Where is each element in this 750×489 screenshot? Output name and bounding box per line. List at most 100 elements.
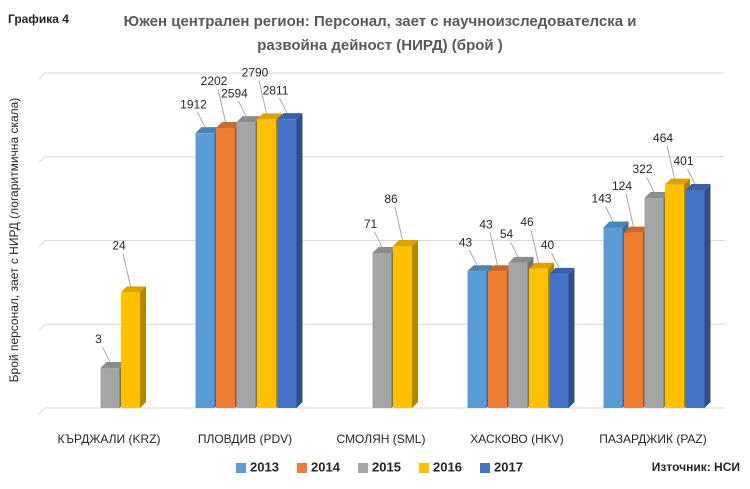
bar-top xyxy=(603,221,629,228)
data-label: 322 xyxy=(632,162,652,176)
bar-top xyxy=(216,122,241,129)
bar-top xyxy=(100,362,126,369)
data-label: 1912 xyxy=(180,97,207,111)
bar-top xyxy=(508,256,534,263)
legend-swatch xyxy=(358,463,368,473)
data-label: 43 xyxy=(479,217,493,231)
bar xyxy=(372,252,392,408)
leader-line xyxy=(238,100,247,117)
bar xyxy=(624,232,643,408)
bar-side xyxy=(704,183,711,408)
bar-top xyxy=(488,265,513,272)
bar-top xyxy=(549,267,575,274)
legend-swatch xyxy=(297,463,307,473)
data-label: 43 xyxy=(459,235,473,249)
data-label: 46 xyxy=(520,215,534,229)
leader-line xyxy=(646,176,655,193)
leader-line xyxy=(102,346,111,363)
leader-line xyxy=(551,252,560,269)
bar-top xyxy=(529,262,554,269)
data-label: 71 xyxy=(364,217,378,231)
grid-line xyxy=(38,156,725,164)
bar xyxy=(216,128,235,408)
leader-line xyxy=(666,145,675,179)
figure-label: Графика 4 xyxy=(8,12,69,26)
bar xyxy=(644,197,664,408)
leader-line xyxy=(625,193,634,227)
legend-label: 2014 xyxy=(311,459,341,474)
leader-line xyxy=(122,253,131,287)
data-label: 40 xyxy=(541,238,555,252)
data-label: 3 xyxy=(95,332,102,346)
leader-line xyxy=(197,111,206,128)
data-label: 2811 xyxy=(263,83,289,97)
leader-line xyxy=(374,231,383,248)
leader-line xyxy=(687,168,696,185)
x-tick-label: КЪРДЖАЛИ (KRZ) xyxy=(58,432,161,446)
bar xyxy=(488,271,507,408)
chart-title: развойна дейност (НИРД) (брой ) xyxy=(257,37,503,54)
bar xyxy=(121,292,140,408)
bar-top xyxy=(685,183,711,190)
bar-top xyxy=(665,178,690,185)
leader-line xyxy=(510,241,519,258)
bar-top xyxy=(644,191,670,198)
x-tick-label: ПАЗАРДЖИК (PAZ) xyxy=(599,432,707,446)
data-label: 2594 xyxy=(221,86,248,100)
bar-top xyxy=(467,265,493,272)
data-label: 124 xyxy=(612,179,632,193)
bar-top xyxy=(257,113,282,120)
grid-line xyxy=(38,72,725,80)
x-tick-label: ХАСКОВО (HKV) xyxy=(470,432,564,446)
data-label: 464 xyxy=(653,131,673,145)
leader-line xyxy=(394,206,403,241)
legend-label: 2015 xyxy=(372,459,401,474)
data-label: 401 xyxy=(673,154,693,168)
data-label: 2202 xyxy=(201,74,228,88)
x-tick-label: СМОЛЯН (SML) xyxy=(337,432,426,446)
bar-top xyxy=(195,127,221,134)
bar xyxy=(549,273,569,408)
bar xyxy=(277,119,297,409)
data-label: 54 xyxy=(500,227,514,241)
bar xyxy=(195,133,215,408)
legend-swatch xyxy=(236,463,246,473)
leader-line xyxy=(530,229,539,263)
leader-line xyxy=(258,80,267,114)
bar xyxy=(100,368,120,408)
legend-label: 2017 xyxy=(494,459,523,474)
leader-line xyxy=(279,97,288,114)
bar xyxy=(393,245,412,408)
bar-top xyxy=(624,226,649,233)
bar-top xyxy=(372,246,398,253)
bar xyxy=(467,271,487,408)
legend-label: 2016 xyxy=(433,459,462,474)
bar-top xyxy=(121,286,146,293)
leader-line xyxy=(217,88,226,123)
bar-side xyxy=(568,267,575,408)
bar-top xyxy=(393,239,418,246)
x-tick-label: ПЛОВДИВ (PDV) xyxy=(198,432,292,446)
bar-side xyxy=(412,239,418,408)
leader-line xyxy=(469,249,478,266)
bar xyxy=(257,119,276,408)
bar xyxy=(685,189,705,408)
data-label: 2790 xyxy=(242,66,269,80)
leader-line xyxy=(489,232,498,266)
legend-label: 2013 xyxy=(250,459,279,474)
chart-title: Южен централен регион: Персонал, зает с … xyxy=(124,13,637,30)
y-axis-label: Брой персонал, зает с НИРД (логаритмична… xyxy=(7,98,21,383)
bar xyxy=(236,122,256,408)
bar xyxy=(665,184,684,408)
bar-top xyxy=(277,113,303,120)
bar xyxy=(603,227,623,408)
bar-side xyxy=(296,113,303,409)
data-label: 86 xyxy=(384,192,398,206)
bar xyxy=(529,268,548,408)
bar-side xyxy=(140,286,146,408)
bar xyxy=(508,262,528,408)
leader-line xyxy=(605,206,614,222)
grid-line xyxy=(38,240,725,247)
data-label: 143 xyxy=(591,192,611,206)
